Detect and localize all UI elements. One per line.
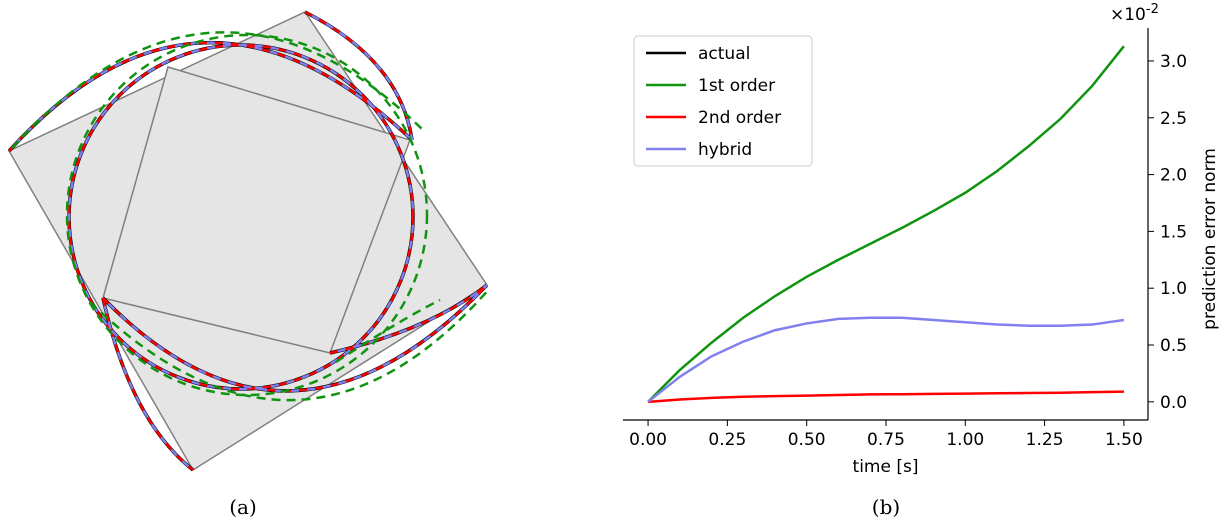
line [647, 316, 1125, 403]
x-tick-label: 0.25 [708, 430, 746, 450]
legend-label: 1st order [698, 76, 775, 96]
x-axis-label: time [s] [853, 457, 919, 477]
legend-box [633, 35, 813, 167]
x-tick-label: 0.75 [867, 430, 905, 450]
y-axis-label: prediction error norm [1200, 148, 1220, 330]
y-tick-label: 3.0 [1160, 52, 1187, 72]
y-offset-exp: -2 [1146, 2, 1159, 17]
y-tick-label: 1.5 [1160, 222, 1187, 242]
x-tick-label: 0.00 [629, 430, 667, 450]
trajectories [7, 10, 491, 472]
line [647, 390, 1124, 404]
y-tick-label: 0.5 [1160, 336, 1187, 356]
legend-label: hybrid [698, 140, 752, 160]
y-tick-label: 1.0 [1160, 279, 1187, 299]
y-offset-base: ×10 [1110, 5, 1146, 25]
y-tick-label: 2.5 [1160, 109, 1187, 129]
legend-label: 2nd order [698, 108, 781, 128]
x-tick-label: 0.50 [788, 430, 826, 450]
caption: (b) [872, 495, 900, 519]
x-tick-label: 1.00 [946, 430, 984, 450]
y-tick-label: 0.0 [1160, 393, 1187, 413]
line [647, 45, 1125, 403]
diagram-a: (a) [7, 10, 491, 519]
x-tick-label: 1.25 [1026, 430, 1064, 450]
legend: actual 1st order 2nd order hybrid [633, 35, 813, 167]
y-offset-label: ×10-2 [1110, 2, 1159, 25]
y-tick-label: 2.0 [1160, 166, 1187, 186]
legend-label: actual [698, 44, 750, 64]
x-tick-label: 1.50 [1105, 430, 1143, 450]
caption: (a) [229, 495, 257, 519]
